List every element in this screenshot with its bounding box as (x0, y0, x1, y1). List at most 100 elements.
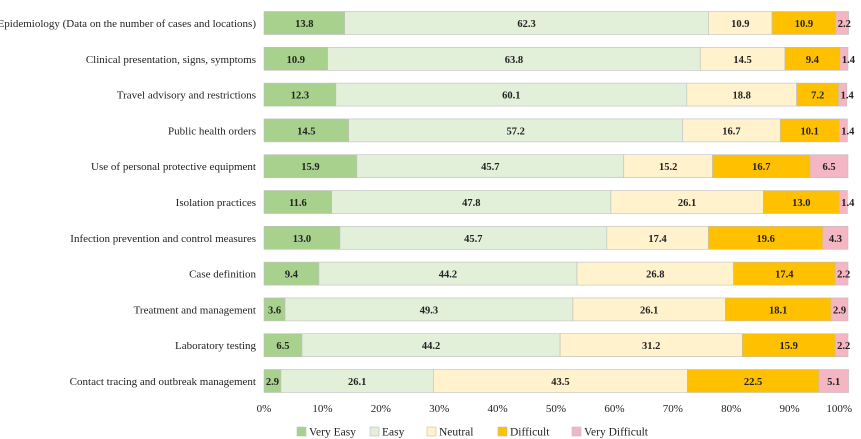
data-labels: 13.8 62.3 10.9 10.9 2.2 10.9 63.8 14.5 9.4 1.4 12.… (266, 19, 856, 388)
data-label: 15.2 (659, 162, 677, 173)
x-tick-label: 20% (371, 403, 391, 415)
legend-label: Very Easy (309, 427, 356, 439)
data-label: 4.3 (829, 234, 842, 245)
bar-segment (838, 82, 848, 107)
bars (263, 11, 849, 393)
bar-segment (838, 190, 848, 214)
legend-swatch (369, 426, 380, 437)
data-label: 26.1 (348, 377, 366, 388)
data-label: 26.8 (646, 270, 664, 281)
data-label: 6.5 (276, 341, 289, 352)
data-label: 26.1 (640, 305, 658, 316)
data-label: 1.4 (841, 91, 855, 102)
legend-swatch (426, 426, 437, 437)
category-label: Travel advisory and restrictions (117, 90, 256, 102)
data-label: 16.7 (722, 126, 740, 137)
category-label: Use of personal protective equipment (91, 161, 256, 173)
legend-swatch (571, 426, 582, 437)
data-label: 62.3 (517, 19, 535, 30)
category-label: Laboratory testing (175, 340, 256, 352)
x-tick-label: 0% (257, 403, 272, 415)
data-label: 10.9 (795, 19, 813, 30)
x-tick-label: 90% (780, 403, 800, 415)
x-tick-label: 10% (312, 403, 332, 415)
category-label: Infection prevention and control measure… (70, 233, 256, 245)
bar-segment (830, 297, 849, 322)
data-label: 60.1 (502, 91, 520, 102)
bar-segment (834, 261, 849, 286)
data-label: 44.2 (439, 270, 457, 281)
data-label: 1.4 (841, 126, 855, 137)
data-label: 16.7 (752, 162, 770, 173)
legend: Very Easy Easy Neutral Difficult Very Diffic… (296, 426, 649, 439)
data-label: 17.4 (775, 270, 794, 281)
data-label: 63.8 (505, 55, 523, 66)
category-labels: Epidemiology (Data on the number of case… (0, 18, 256, 388)
legend-label: Neutral (439, 427, 473, 439)
data-label: 2.9 (833, 305, 846, 316)
x-tick-label: 30% (429, 403, 449, 415)
bar-segment (835, 11, 849, 35)
x-tick-label: 80% (721, 403, 741, 415)
data-label: 14.5 (297, 126, 315, 137)
data-label: 2.2 (837, 270, 850, 281)
data-label: 5.1 (827, 377, 840, 388)
data-label: 31.2 (642, 341, 660, 352)
data-label: 3.6 (268, 305, 281, 316)
category-label: Treatment and management (134, 304, 256, 316)
legend-swatch (497, 426, 508, 437)
data-label: 13.0 (792, 198, 810, 209)
category-label: Clinical presentation, signs, symptoms (86, 54, 256, 66)
x-tick-label: 60% (604, 403, 624, 415)
data-label: 15.9 (780, 341, 798, 352)
data-label: 45.7 (481, 162, 499, 173)
data-label: 17.4 (648, 234, 667, 245)
x-axis: 0% 10% 20% 30% 40% 50% 60% 70% 80% 90% 100% (257, 403, 852, 415)
x-tick-label: 70% (663, 403, 683, 415)
category-label: Isolation practices (176, 197, 256, 209)
category-label: Public health orders (168, 125, 256, 137)
data-label: 14.5 (733, 55, 751, 66)
data-label: 15.9 (301, 162, 319, 173)
data-label: 12.3 (291, 91, 309, 102)
data-label: 13.8 (295, 19, 313, 30)
x-tick-label: 100% (826, 403, 852, 415)
data-label: 18.8 (733, 91, 751, 102)
data-label: 2.9 (266, 377, 279, 388)
data-label: 49.3 (420, 305, 438, 316)
data-label: 2.2 (838, 19, 851, 30)
legend-label: Difficult (510, 427, 550, 439)
bar-segment (809, 154, 849, 178)
data-label: 1.4 (842, 55, 856, 66)
data-label: 19.6 (756, 234, 774, 245)
data-label: 47.8 (462, 198, 480, 209)
data-label: 45.7 (464, 234, 482, 245)
data-label: 10.9 (731, 19, 749, 30)
legend-label: Very Difficult (584, 427, 649, 439)
bar-segment (838, 118, 848, 143)
bar-segment (839, 46, 849, 71)
x-tick-label: 40% (488, 403, 508, 415)
bar-segment (818, 369, 849, 393)
category-label: Contact tracing and outbreak management (70, 376, 256, 388)
data-label: 57.2 (507, 126, 525, 137)
data-label: 43.5 (551, 377, 569, 388)
data-label: 1.4 (841, 198, 855, 209)
data-label: 9.4 (806, 55, 820, 66)
data-label: 6.5 (822, 162, 835, 173)
data-label: 18.1 (769, 305, 787, 316)
bar-segment (834, 333, 849, 358)
data-label: 9.4 (285, 270, 299, 281)
legend-swatch (296, 426, 307, 437)
data-label: 11.6 (289, 198, 307, 209)
data-label: 22.5 (744, 377, 762, 388)
bar-segment (822, 226, 849, 250)
category-label: Epidemiology (Data on the number of case… (0, 18, 256, 30)
data-label: 44.2 (422, 341, 440, 352)
data-label: 10.1 (801, 126, 819, 137)
data-label: 7.2 (811, 91, 824, 102)
data-label: 10.9 (287, 55, 305, 66)
data-label: 26.1 (678, 198, 696, 209)
legend-label: Easy (382, 427, 405, 439)
